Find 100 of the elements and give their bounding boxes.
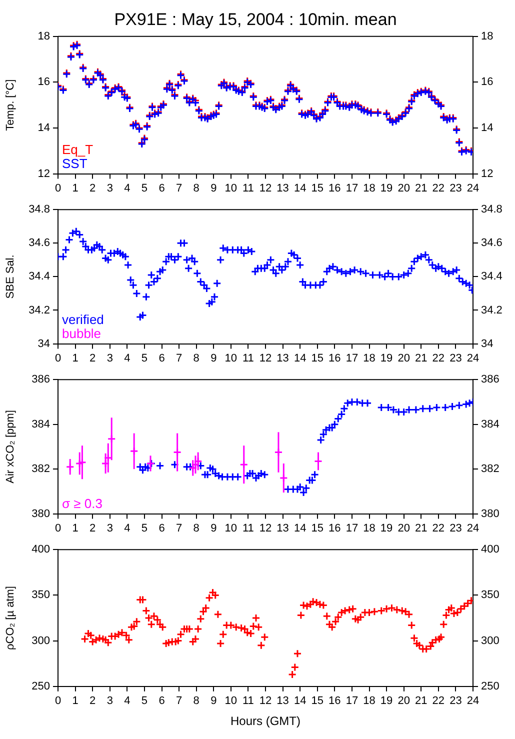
- x-tick-label: 24: [466, 695, 480, 708]
- x-tick-label: 19: [380, 695, 393, 708]
- x-tick-label: 0: [54, 182, 62, 194]
- x-tick-label: 3: [106, 522, 113, 534]
- x-tick-label: 13: [276, 695, 289, 708]
- x-tick-label: 6: [158, 522, 165, 534]
- y-tick-label: 34.2: [28, 304, 50, 316]
- x-tick-label: 6: [158, 352, 165, 364]
- x-tick-label: 13: [276, 522, 289, 534]
- y2-tick-label: 400: [481, 544, 500, 556]
- x-tick-label: 21: [415, 182, 428, 194]
- y2-tick-label: 34.6: [481, 237, 502, 250]
- x-tick-label: 22: [432, 522, 445, 534]
- x-tick-label: 23: [450, 522, 462, 534]
- x-tick-label: 20: [398, 352, 410, 364]
- x-tick-label: 11: [242, 182, 254, 194]
- x-tick-label: 12: [259, 182, 272, 194]
- x-tick-label: 11: [242, 695, 254, 708]
- x-tick-label: 15: [311, 522, 324, 534]
- x-tick-label: 1: [72, 695, 78, 708]
- x-tick-label: 19: [380, 182, 393, 194]
- x-tick-label: 10: [224, 352, 238, 364]
- x-tick-label: 19: [380, 522, 393, 534]
- y2-tick-label: 34.8: [481, 204, 502, 216]
- text: Eq_T: [62, 142, 94, 157]
- y-tick-label: 400: [32, 544, 50, 556]
- y2-tick-label: 380: [481, 508, 500, 520]
- x-tick-label: 9: [210, 352, 217, 364]
- x-tick-label: 7: [176, 522, 182, 534]
- y2-tick-label: 18: [481, 30, 494, 42]
- y-tick-label: 380: [32, 508, 50, 520]
- x-tick-label: 22: [432, 352, 445, 364]
- x-tick-label: 12: [259, 522, 272, 534]
- x-tick-label: 11: [242, 352, 254, 364]
- y-tick-label: 34: [38, 338, 50, 350]
- x-tick-label: 7: [176, 182, 182, 194]
- y-tick-label: 34.4: [28, 270, 50, 283]
- y-tick-label: 386: [32, 374, 50, 386]
- y-tick-label: 350: [32, 589, 50, 602]
- x-tick-label: 12: [259, 352, 272, 364]
- x-tick-label: 14: [294, 182, 306, 194]
- y-tick-label: 384: [32, 418, 50, 430]
- x-tick-label: 9: [210, 522, 217, 534]
- x-tick-label: 7: [176, 695, 182, 708]
- x-tick-label: 14: [294, 352, 306, 364]
- x-tick-label: 0: [54, 352, 62, 364]
- x-axis-title: Hours (GMT): [230, 714, 300, 728]
- x-tick-label: 2: [90, 352, 96, 364]
- x-tick-label: 8: [193, 522, 200, 534]
- x-tick-label: 5: [141, 182, 148, 194]
- x-tick-label: 2: [90, 695, 96, 708]
- x-tick-label: 3: [106, 695, 113, 708]
- x-tick-label: 0: [54, 695, 62, 708]
- x-tick-label: 3: [106, 352, 113, 364]
- y-tick-label: 382: [32, 463, 50, 476]
- x-tick-label: 18: [363, 352, 376, 364]
- y2-tick-label: 12: [481, 168, 494, 180]
- y-axis-title: SBE Sal.: [4, 254, 17, 299]
- text: σ ≥ 0.3: [62, 496, 102, 511]
- x-tick-label: 12: [259, 695, 272, 708]
- y2-tick-label: 386: [481, 374, 500, 386]
- y2-tick-label: 250: [481, 680, 500, 692]
- y2-tick-label: 384: [481, 418, 500, 430]
- x-tick-label: 18: [363, 182, 376, 194]
- y-axis-title: Air xCO₂ [ppm]: [4, 410, 17, 484]
- y-tick-label: 34.6: [28, 237, 50, 250]
- x-tick-label: 10: [224, 182, 238, 194]
- text: SST: [62, 156, 88, 171]
- x-tick-label: 24: [466, 352, 480, 364]
- y2-tick-label: 16: [481, 76, 494, 88]
- x-tick-label: 24: [466, 182, 480, 194]
- x-tick-label: 5: [141, 522, 148, 534]
- x-tick-label: 9: [210, 695, 217, 708]
- x-tick-label: 23: [450, 352, 462, 364]
- x-tick-label: 17: [346, 352, 358, 364]
- x-tick-label: 17: [346, 522, 358, 534]
- x-tick-label: 15: [311, 352, 324, 364]
- y-tick-label: 34.8: [28, 204, 50, 216]
- x-tick-label: 13: [276, 352, 289, 364]
- y2-tick-label: 300: [481, 634, 500, 647]
- x-tick-label: 1: [72, 182, 78, 194]
- y-tick-label: 14: [38, 122, 50, 134]
- y-tick-label: 12: [38, 168, 50, 180]
- x-tick-label: 13: [276, 182, 289, 194]
- x-tick-label: 5: [141, 352, 148, 364]
- x-tick-label: 10: [224, 695, 238, 708]
- y2-tick-label: 34: [481, 338, 494, 350]
- x-tick-label: 5: [141, 695, 148, 708]
- x-tick-label: 4: [124, 695, 130, 708]
- x-tick-label: 21: [415, 522, 428, 534]
- x-tick-label: 20: [398, 182, 410, 194]
- y-axis-title: ρCO₂ [µ atm]: [4, 586, 17, 650]
- x-tick-label: 18: [363, 695, 376, 708]
- legend-label: bubble: [62, 326, 102, 341]
- y2-tick-label: 34.4: [481, 270, 502, 283]
- x-tick-label: 4: [124, 522, 130, 534]
- y2-tick-label: 350: [481, 589, 500, 602]
- x-tick-label: 21: [415, 352, 428, 364]
- y-tick-label: 18: [38, 30, 50, 42]
- x-tick-label: 2: [90, 522, 96, 534]
